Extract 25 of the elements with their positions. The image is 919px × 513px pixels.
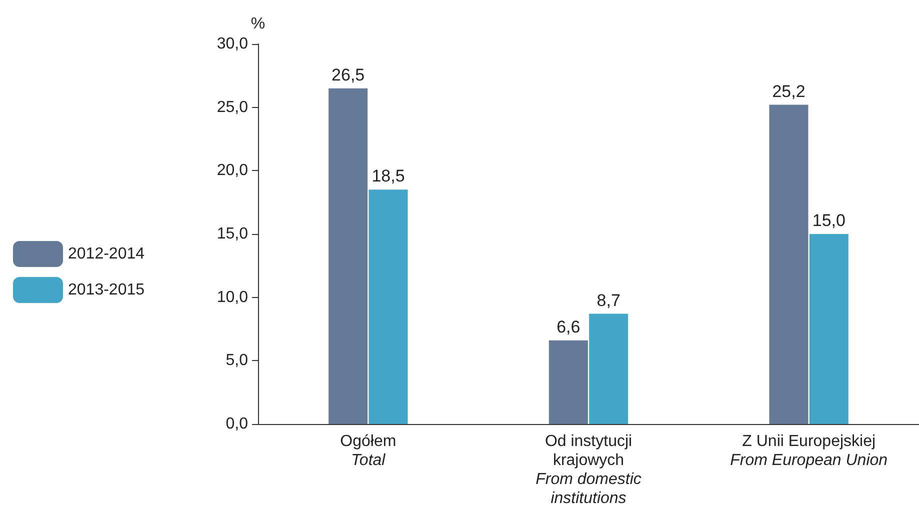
- y-tick-label: 5,0: [226, 352, 248, 370]
- bar: [589, 314, 628, 424]
- y-tick-label: 15,0: [216, 226, 248, 242]
- bar: [769, 104, 808, 424]
- y-tick-label: 0,0: [226, 416, 248, 432]
- data-label: 18,5: [372, 166, 405, 186]
- bar: [548, 340, 588, 424]
- y-tick-label: 30,0: [216, 36, 248, 52]
- bar: [328, 88, 368, 424]
- legend-label: 2012-2014: [68, 246, 145, 262]
- y-axis-title: %: [250, 16, 266, 32]
- x-tick-label: Ogółem Total: [340, 433, 396, 469]
- data-label: 15,0: [812, 211, 846, 230]
- bar: [809, 234, 848, 424]
- x-tick-label: Z Unii Europejskiej From European Union: [730, 433, 888, 469]
- y-tick-label: 20,0: [216, 162, 248, 180]
- legend-label: 2013-2015: [68, 282, 145, 298]
- x-tick-label: Od instytucji krajowych From domestic institutions: [536, 433, 642, 507]
- data-label: 8,7: [596, 290, 620, 310]
- y-tick-label: 10,0: [216, 288, 248, 306]
- data-label: 6,6: [556, 317, 580, 336]
- y-tick-label: 25,0: [216, 98, 248, 116]
- data-label: 26,5: [332, 65, 365, 84]
- data-label: 25,2: [772, 82, 806, 101]
- bar: [368, 190, 408, 424]
